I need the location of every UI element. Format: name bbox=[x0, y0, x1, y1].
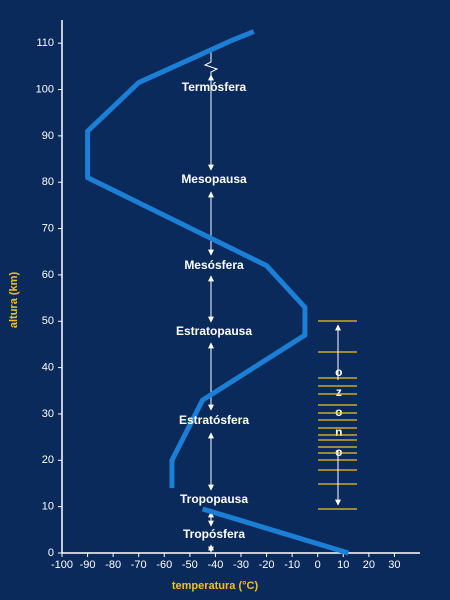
layer-label: Estratósfera bbox=[179, 413, 249, 427]
x-tick-label: -40 bbox=[207, 559, 223, 571]
y-tick-label: 70 bbox=[42, 222, 54, 234]
layer-label: Termósfera bbox=[182, 80, 247, 94]
layer-label: Mesósfera bbox=[184, 258, 244, 272]
y-tick-label: 60 bbox=[42, 269, 54, 281]
y-tick-label: 90 bbox=[42, 130, 54, 142]
x-tick-label: -10 bbox=[284, 559, 300, 571]
x-tick-label: -60 bbox=[156, 559, 172, 571]
break-mark bbox=[203, 50, 219, 78]
temperature-line bbox=[85, 29, 308, 489]
layer-label: Mesopausa bbox=[181, 172, 247, 186]
x-tick-label: -30 bbox=[233, 559, 249, 571]
x-tick-label: 0 bbox=[315, 559, 321, 571]
y-tick-label: 110 bbox=[36, 37, 54, 49]
y-tick-label: 80 bbox=[42, 176, 54, 188]
y-tick-label: 40 bbox=[42, 362, 54, 374]
y-tick-label: 20 bbox=[42, 454, 54, 466]
y-axis-label: altura (km) bbox=[8, 272, 20, 329]
y-tick-label: 0 bbox=[48, 547, 54, 559]
layer-label: Estratopausa bbox=[176, 324, 252, 338]
y-tick-label: 100 bbox=[36, 83, 54, 95]
y-tick-label: 30 bbox=[42, 408, 54, 420]
ozone-label: ozono bbox=[332, 365, 346, 465]
x-tick-label: -50 bbox=[182, 559, 198, 571]
x-axis-label: temperatura (°C) bbox=[172, 580, 259, 592]
x-tick-label: -100 bbox=[51, 559, 73, 571]
x-tick-label: -80 bbox=[105, 559, 121, 571]
x-tick-label: 30 bbox=[388, 559, 400, 571]
layer-label: Tropopausa bbox=[180, 492, 248, 506]
layer-label: Tropósfera bbox=[183, 527, 245, 541]
temperature-line bbox=[201, 506, 350, 556]
y-tick-label: 10 bbox=[42, 501, 54, 513]
x-tick-label: -90 bbox=[80, 559, 96, 571]
x-tick-label: -20 bbox=[259, 559, 275, 571]
y-tick-label: 50 bbox=[42, 315, 54, 327]
x-tick-label: 10 bbox=[337, 559, 349, 571]
x-tick-label: 20 bbox=[363, 559, 375, 571]
x-tick-label: -70 bbox=[131, 559, 147, 571]
